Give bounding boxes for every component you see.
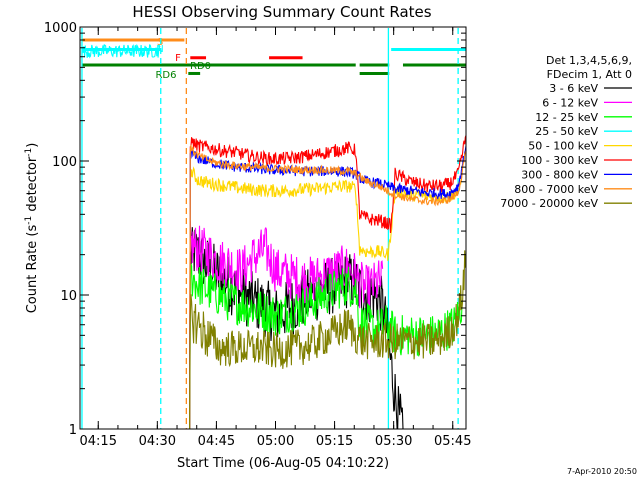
y-axis-label: Count Rate (s-1 detector-1) [24,143,40,314]
flag-bars: SN F RD0 RD6 [81,37,466,81]
x-tick-label: 04:15 [80,434,117,449]
flag-label: F [175,53,181,64]
y-axis-label-end: ) [25,143,40,148]
y-tick-label: 1000 [44,21,77,36]
state-vertical-lines [81,28,459,429]
y-tick-label: 1 [69,423,77,438]
legend-entry: 12 - 25 keV [535,111,598,124]
x-axis: 04:15 04:30 04:45 05:00 05:15 05:30 05:45 [80,27,471,449]
x-tick-label: 05:00 [257,434,294,449]
plot-frame [79,26,467,430]
x-tick-label: 04:45 [198,434,235,449]
legend-entry: 50 - 100 keV [528,140,598,153]
y-axis: 1 10 100 1000 [44,21,466,438]
legend-header: Det 1,3,4,5,6,9, [546,54,632,67]
flag-label: N [156,44,163,55]
series-line [186,166,463,430]
legend-entry: 7000 - 20000 keV [500,197,598,210]
legend-entry: 25 - 50 keV [535,125,598,138]
y-tick-label: 10 [60,289,77,304]
y-axis-label-sup1: -1 [24,216,34,225]
footer-date: 7-Apr-2010 20:50 [567,467,637,476]
legend-entry: 3 - 6 keV [549,82,598,95]
y-axis-label-mid: detector [25,156,40,216]
flag-label: RD6 [155,70,176,81]
legend-entry: 300 - 800 keV [521,168,598,181]
series-lines [81,43,467,430]
chart-title: HESSI Observing Summary Count Rates [132,3,431,21]
legend-header: FDecim 1, Att 0 [547,68,632,81]
flag-label: RD0 [190,61,211,72]
legend-entry: 6 - 12 keV [542,96,598,109]
series-line [186,144,467,430]
legend: Det 1,3,4,5,6,9,FDecim 1, Att 03 - 6 keV… [500,54,632,210]
legend-entry: 100 - 300 keV [521,154,598,167]
y-axis-label-main: Count Rate (s [25,225,40,314]
x-tick-label: 05:45 [434,434,471,449]
flag-label: S [157,37,163,48]
x-tick-label: 05:15 [316,434,353,449]
series-line [186,263,463,430]
x-tick-label: 04:30 [139,434,176,449]
y-tick-label: 100 [52,155,77,170]
x-axis-label: Start Time (06-Aug-05 04:10:22) [177,456,389,471]
series-line [186,135,467,430]
y-axis-label-sup2: -1 [24,148,34,157]
series-line [186,220,384,430]
series-line [81,43,161,59]
series-line [186,250,467,430]
x-tick-label: 05:30 [375,434,412,449]
legend-entry: 800 - 7000 keV [514,183,598,196]
